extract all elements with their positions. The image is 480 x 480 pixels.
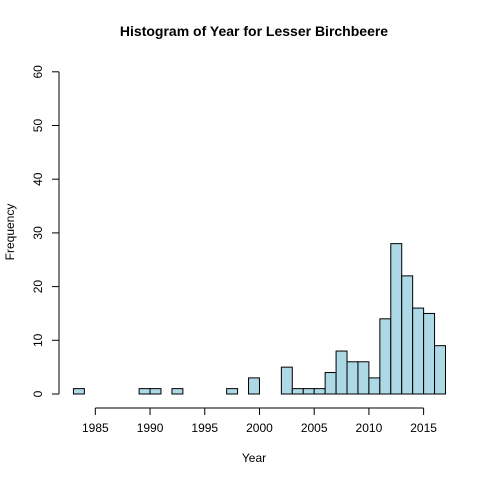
y-tick-label: 30 [31,226,45,240]
histogram-bar [412,307,425,395]
histogram-bar [72,388,85,395]
histogram-bar [434,345,446,395]
x-tick-label: 2000 [246,421,273,435]
y-tick-label: 40 [31,172,45,186]
histogram-bar [368,377,381,395]
bars-group [72,243,446,395]
histogram-bar [138,388,151,395]
x-axis-label: Year [242,451,266,465]
y-tick-label: 60 [31,65,45,79]
y-axis: 0 10 20 30 40 50 60 [31,65,60,397]
histogram-bar [335,350,348,395]
histogram-bar [346,361,359,395]
x-tick-label: 1985 [82,421,109,435]
y-tick-label: 0 [31,390,45,397]
y-axis-label: Frequency [3,204,17,261]
histogram-bar [302,388,315,395]
x-tick-label: 2015 [410,421,437,435]
x-axis: 1985 1990 1995 2000 2005 2010 2015 [82,407,437,435]
y-tick-label: 20 [31,280,45,294]
histogram-bar [291,388,304,395]
histogram-bar [248,377,260,395]
histogram-bar [226,388,239,395]
x-tick-label: 1990 [137,421,164,435]
histogram-bar [423,312,436,395]
x-tick-label: 2005 [301,421,328,435]
histogram-bar [280,366,293,395]
y-tick-label: 50 [31,119,45,133]
x-tick-label: 1995 [191,421,218,435]
histogram-bar [357,361,370,395]
histogram-bar [390,243,403,395]
histogram-bar [401,275,414,395]
chart-title: Histogram of Year for Lesser Birchbeere [120,23,388,39]
y-tick-label: 10 [31,333,45,347]
histogram-bar [379,318,392,395]
histogram-bar [149,388,162,395]
histogram-bar [313,388,326,395]
histogram-bar [171,388,184,395]
histogram-bar [324,372,337,395]
x-tick-label: 2010 [356,421,383,435]
